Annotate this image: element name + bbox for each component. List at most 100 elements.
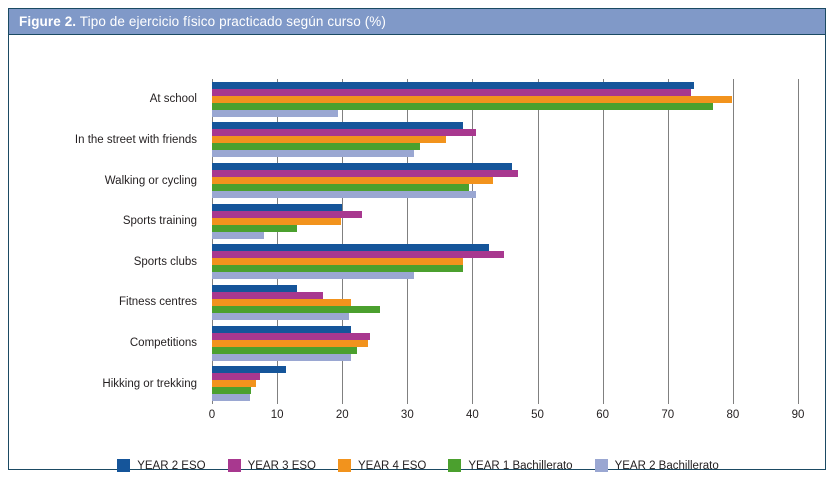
bar — [212, 231, 265, 239]
legend-label: YEAR 1 Bachillerato — [468, 459, 573, 472]
bar — [212, 191, 476, 199]
bar — [212, 224, 297, 232]
bar — [212, 272, 414, 280]
bar — [212, 170, 519, 178]
x-axis-tick-label: 10 — [270, 409, 284, 421]
bar — [212, 312, 349, 320]
y-axis-tick-label: In the street with friends — [74, 133, 197, 146]
bar — [212, 325, 351, 333]
bar — [212, 203, 343, 211]
y-axis-tick-label: Sports clubs — [133, 255, 197, 268]
x-axis-tick-label: 40 — [466, 409, 479, 421]
bar — [212, 177, 494, 185]
x-axis-tick-label: 20 — [335, 409, 349, 421]
legend-item[interactable]: YEAR 3 ESO — [227, 459, 316, 472]
legend-item[interactable]: YEAR 4 ESO — [337, 459, 427, 472]
bar — [212, 210, 362, 218]
bar — [212, 244, 489, 252]
page-title: Figure 2. Tipo de ejercicio físico pract… — [19, 14, 386, 29]
figure-container: Figure 2. Tipo de ejercicio físico pract… — [8, 8, 827, 472]
gridline-90 — [798, 79, 799, 404]
bar — [212, 339, 369, 347]
legend-swatch-icon — [337, 459, 351, 472]
bar — [212, 184, 470, 192]
bar-group — [212, 284, 798, 320]
gridline-60 — [602, 79, 604, 404]
legend-label: YEAR 2 Bachillerato — [614, 459, 719, 472]
bar — [212, 102, 714, 110]
y-axis-tick-label: Fitness centres — [119, 296, 197, 309]
bar — [212, 136, 447, 144]
bar-group — [212, 122, 798, 158]
gridline-80 — [732, 79, 734, 404]
bar — [212, 373, 260, 381]
legend-item[interactable]: YEAR 2 ESO — [117, 459, 206, 472]
x-axis: 0 10 20 30 40 50 60 70 80 90 — [208, 409, 805, 429]
x-axis-tick-label: 50 — [531, 409, 544, 421]
bar — [212, 163, 512, 171]
bar — [212, 284, 297, 292]
bar-group — [212, 81, 798, 117]
bar-group — [212, 325, 798, 361]
y-axis-tick-label: Competitions — [129, 337, 197, 350]
bar — [212, 81, 694, 89]
x-axis-tick-label: 90 — [791, 409, 805, 421]
x-axis-tick-label: 80 — [726, 409, 740, 421]
figure-title-rest: Tipo de ejercicio físico practicado segú… — [76, 14, 387, 29]
legend-item[interactable]: YEAR 1 Bachillerato — [448, 459, 573, 472]
legend-label: YEAR 4 ESO — [357, 459, 427, 472]
figure-title-prefix: Figure 2. — [19, 14, 77, 29]
gridline-40 — [472, 79, 474, 404]
bar — [212, 217, 341, 225]
legend-swatch-icon — [594, 459, 608, 472]
bar — [212, 251, 504, 259]
y-axis-tick-label: Hikking or trekking — [102, 377, 197, 390]
legend-swatch-icon — [227, 459, 241, 472]
bar — [212, 346, 358, 354]
bar — [212, 305, 380, 313]
figure-title-bar: Figure 2. Tipo de ejercicio físico pract… — [9, 9, 825, 35]
y-axis-tick-label: At school — [149, 93, 197, 106]
x-axis-tick-label: 60 — [596, 409, 610, 421]
y-axis: At school In the street with friends Walki… — [9, 79, 206, 404]
y-axis-tick-label: Sports training — [122, 215, 197, 228]
chart-canvas: At school In the street with friends Walki… — [9, 35, 827, 472]
bar — [212, 150, 414, 158]
bar — [212, 143, 421, 151]
plot-area — [212, 79, 799, 404]
bar-group — [212, 366, 798, 402]
bar-group — [212, 244, 798, 280]
bar — [212, 109, 338, 117]
legend-item[interactable]: YEAR 2 Bachillerato — [594, 459, 719, 472]
bar — [212, 88, 691, 96]
legend-label: YEAR 2 ESO — [137, 459, 206, 472]
bar — [212, 387, 252, 395]
gridline-20 — [342, 79, 344, 404]
gridline-50 — [537, 79, 539, 404]
legend-label: YEAR 3 ESO — [247, 459, 316, 472]
bar — [212, 129, 476, 137]
bar — [212, 258, 464, 266]
bar — [212, 394, 250, 402]
bar — [212, 291, 323, 299]
x-axis-tick-label: 30 — [400, 409, 414, 421]
gridline-10 — [277, 79, 279, 404]
bar — [212, 353, 351, 361]
bar — [212, 366, 286, 374]
bar-group — [212, 163, 798, 199]
gridline-0 — [212, 79, 213, 404]
legend-swatch-icon — [117, 459, 131, 472]
x-axis-tick-label: 0 — [208, 409, 216, 421]
bar — [212, 122, 463, 130]
bar — [212, 298, 351, 306]
bar — [212, 265, 463, 273]
bar — [212, 95, 732, 103]
bar — [212, 332, 370, 340]
bar-group — [212, 203, 798, 239]
legend-swatch-icon — [448, 459, 462, 472]
gridline-70 — [667, 79, 669, 404]
bar — [212, 380, 257, 388]
chart-legend: YEAR 2 ESO YEAR 3 ESO YEAR 4 ESO YEAR 1 Bac… — [9, 459, 827, 472]
x-axis-tick-label: 70 — [661, 409, 675, 421]
gridline-30 — [407, 79, 409, 404]
